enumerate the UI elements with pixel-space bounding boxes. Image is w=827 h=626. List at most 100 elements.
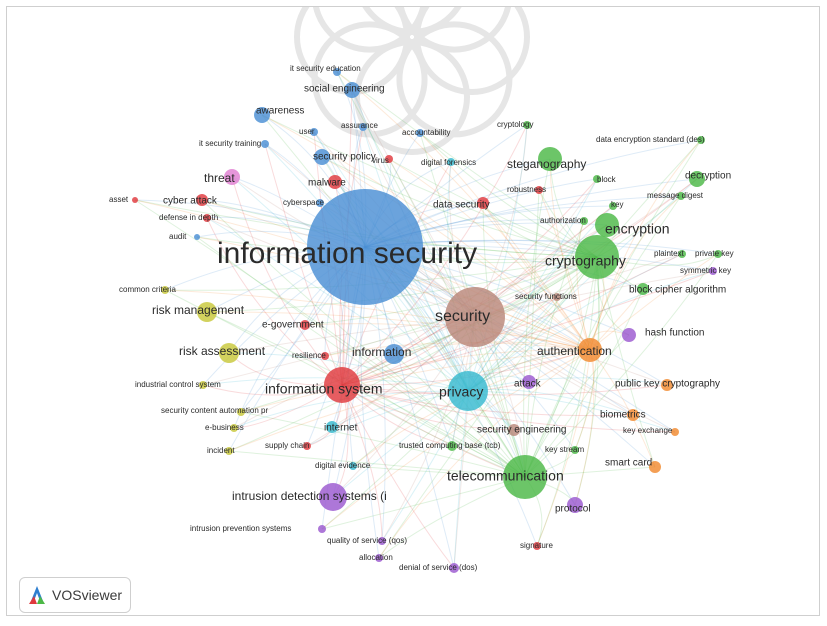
node-key[interactable]: key: [609, 200, 623, 210]
node-common-criteria[interactable]: common criteria: [119, 285, 176, 294]
node-bubble[interactable]: [697, 136, 705, 144]
node-bubble[interactable]: [300, 320, 310, 330]
node-cryptography[interactable]: cryptography: [545, 235, 626, 279]
node-bubble[interactable]: [314, 149, 330, 165]
node-bubble[interactable]: [637, 283, 649, 295]
node-security-policy[interactable]: security policy: [313, 149, 376, 165]
node-authentication[interactable]: authentication: [537, 338, 612, 362]
node-public-key-cryptography[interactable]: public key cryptography: [615, 379, 720, 391]
vosviewer-badge[interactable]: VOSviewer: [19, 577, 131, 613]
node-bubble[interactable]: [538, 147, 562, 171]
node-security-engineering[interactable]: security engineering: [477, 424, 567, 436]
node-intrusion-prevention-systems[interactable]: intrusion prevention systems: [190, 524, 326, 533]
node-bubble[interactable]: [326, 421, 338, 433]
node-smart-card[interactable]: smart card: [605, 458, 661, 473]
node-defense-in-depth[interactable]: defense in depth: [159, 213, 218, 222]
node-attack[interactable]: attack: [514, 375, 542, 390]
node-awareness[interactable]: awareness: [254, 106, 304, 123]
node-it-security-education[interactable]: it security education: [290, 64, 361, 76]
node-bubble[interactable]: [533, 542, 541, 550]
node-robustness[interactable]: robustness: [507, 185, 546, 194]
node-bubble[interactable]: [522, 375, 536, 389]
node-bubble[interactable]: [503, 455, 547, 499]
node-bubble[interactable]: [324, 367, 360, 403]
node-bubble[interactable]: [609, 202, 617, 210]
node-data-security[interactable]: data security: [433, 197, 490, 211]
node-bubble[interactable]: [627, 409, 639, 421]
node-bubble[interactable]: [237, 408, 245, 416]
node-bubble[interactable]: [575, 235, 619, 279]
node-bubble[interactable]: [714, 250, 722, 258]
node-telecommunication[interactable]: telecommunication: [447, 455, 564, 499]
node-bubble[interactable]: [318, 525, 326, 533]
node-bubble[interactable]: [567, 497, 583, 513]
node-e-business[interactable]: e-business: [205, 423, 244, 432]
node-allocation[interactable]: allocation: [359, 553, 393, 562]
node-bubble[interactable]: [535, 186, 543, 194]
node-information-system[interactable]: information system: [265, 367, 382, 403]
node-bubble[interactable]: [161, 286, 169, 294]
node-bubble[interactable]: [661, 379, 673, 391]
node-bubble[interactable]: [553, 293, 561, 301]
node-block-cipher-algorithm[interactable]: block cipher algorithm: [629, 283, 726, 296]
node-audit[interactable]: audit: [169, 232, 200, 241]
node-bubble[interactable]: [449, 563, 459, 573]
node-signature[interactable]: signature: [520, 541, 553, 550]
node-e-government[interactable]: e-government: [262, 320, 324, 331]
node-bubble[interactable]: [196, 194, 208, 206]
node-privacy[interactable]: privacy: [439, 371, 488, 411]
node-risk-management[interactable]: risk management: [152, 302, 245, 322]
node-bubble[interactable]: [219, 343, 239, 363]
node-bubble[interactable]: [310, 128, 318, 136]
node-risk-assessment[interactable]: risk assessment: [179, 343, 266, 363]
node-biometrics[interactable]: biometrics: [600, 409, 646, 421]
node-bubble[interactable]: [595, 213, 619, 237]
node-bubble[interactable]: [344, 82, 360, 98]
node-bubble[interactable]: [321, 352, 329, 360]
node-bubble[interactable]: [385, 155, 393, 163]
node-bubble[interactable]: [447, 441, 457, 451]
node-cryptology[interactable]: cryptology: [497, 120, 533, 129]
node-cyber-attack[interactable]: cyber attack: [163, 194, 218, 207]
node-bubble[interactable]: [375, 554, 383, 562]
node-steganography[interactable]: steganography: [507, 147, 586, 171]
node-bubble[interactable]: [194, 234, 200, 240]
node-bubble[interactable]: [593, 175, 601, 183]
node-bubble[interactable]: [445, 287, 505, 347]
node-internet[interactable]: internet: [324, 421, 358, 434]
node-bubble[interactable]: [328, 175, 342, 189]
node-hash-function[interactable]: hash function: [622, 328, 705, 342]
node-bubble[interactable]: [378, 537, 386, 545]
node-message-digest[interactable]: message digest: [647, 191, 704, 200]
node-encryption[interactable]: encryption: [595, 213, 670, 237]
node-assurance[interactable]: assurance: [341, 121, 378, 131]
node-denial-of-service-dos[interactable]: denial of service (dos): [399, 563, 478, 573]
node-bubble[interactable]: [671, 428, 679, 436]
node-bubble[interactable]: [333, 68, 341, 76]
node-malware[interactable]: malware: [308, 175, 346, 189]
node-bubble[interactable]: [261, 140, 269, 148]
node-cyberspace[interactable]: cyberspace: [283, 198, 324, 207]
co-occurrence-network[interactable]: information security security cryptography…: [7, 7, 819, 615]
node-bubble[interactable]: [316, 199, 324, 207]
node-bubble[interactable]: [448, 371, 488, 411]
node-private-key[interactable]: private key: [695, 249, 734, 258]
node-bubble[interactable]: [307, 189, 423, 305]
node-bubble[interactable]: [571, 446, 579, 454]
node-bubble[interactable]: [349, 462, 357, 470]
node-social-engineering[interactable]: social engineering: [304, 82, 385, 98]
node-incident[interactable]: incident: [207, 446, 235, 455]
node-decryption[interactable]: decryption: [685, 171, 731, 187]
node-security-functions[interactable]: security functions: [515, 292, 577, 301]
node-user[interactable]: user: [299, 127, 318, 136]
node-resilience[interactable]: resilience: [292, 351, 329, 360]
node-bubble[interactable]: [384, 344, 404, 364]
node-bubble[interactable]: [649, 461, 661, 473]
node-trusted-computing-base-tcb[interactable]: trusted computing base (tcb): [399, 441, 501, 451]
node-threat[interactable]: threat: [204, 169, 240, 185]
node-bubble[interactable]: [132, 197, 138, 203]
node-bubble[interactable]: [359, 123, 367, 131]
node-asset[interactable]: asset: [109, 195, 138, 204]
node-industrial-control-system[interactable]: industrial control system: [135, 380, 221, 389]
node-intrusion-detection-systems-i[interactable]: intrusion detection systems (i: [232, 483, 387, 511]
